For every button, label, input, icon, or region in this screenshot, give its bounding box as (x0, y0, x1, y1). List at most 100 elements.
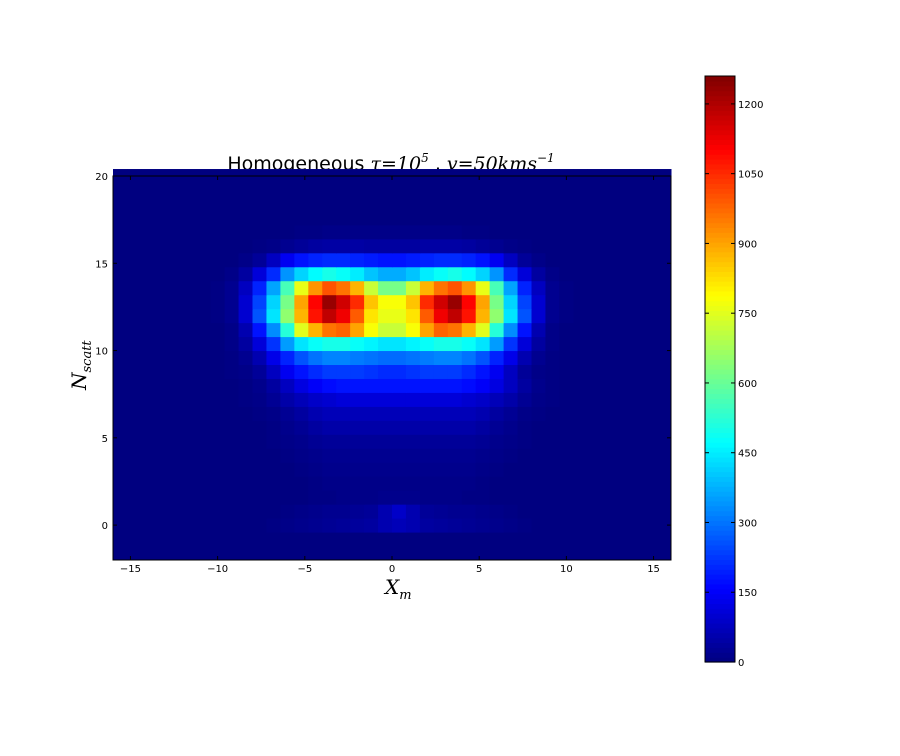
colorbar-segment (705, 334, 735, 341)
heatmap-cell (210, 252, 226, 268)
heatmap-cell (196, 196, 212, 212)
heatmap-cell (447, 224, 463, 240)
heatmap-cell (364, 378, 379, 393)
heatmap-cell (126, 518, 142, 533)
heatmap-cell (419, 308, 435, 324)
heatmap-cell (154, 336, 170, 352)
heatmap-cell (350, 196, 365, 212)
heatmap-cell (113, 392, 128, 407)
heatmap-cell (336, 420, 351, 435)
heatmap-cell (224, 322, 240, 338)
heatmap-cell (447, 210, 463, 226)
heatmap-cell (378, 448, 393, 463)
heatmap-cell (168, 364, 184, 379)
heatmap-cell (308, 308, 323, 324)
colorbar-segment (705, 608, 735, 614)
heatmap-cell (196, 350, 212, 366)
heatmap-cell (210, 224, 226, 240)
heatmap-cell (475, 378, 491, 393)
heatmap-cell (392, 224, 407, 240)
colorbar-segment (705, 188, 735, 194)
x-axis: −15 −10 −5 0 5 10 15 (120, 176, 660, 575)
heatmap-cell (280, 532, 295, 547)
heatmap-cell (503, 182, 519, 198)
heatmap-cell (657, 364, 672, 379)
heatmap-cell (392, 406, 407, 421)
heatmap-cell (364, 266, 379, 282)
colorbar-segment (705, 398, 735, 404)
heatmap-cell (210, 196, 226, 212)
heatmap-cell (350, 308, 365, 324)
heatmap-cell (182, 378, 198, 393)
heatmap-cell (322, 350, 337, 366)
heatmap-cell (601, 504, 616, 519)
colorbar-segment (705, 554, 735, 561)
heatmap-cell (475, 350, 491, 366)
heatmap-cell (252, 406, 267, 421)
heatmap-cell (433, 518, 449, 533)
heatmap-cell (182, 546, 198, 561)
heatmap-cell (475, 280, 491, 296)
heatmap-cell (113, 490, 128, 505)
heatmap-cell (419, 546, 435, 561)
heatmap-cell (126, 294, 142, 310)
heatmap-cell (238, 364, 253, 379)
heatmap-cell (280, 406, 295, 421)
colorbar-segment (705, 266, 735, 272)
heatmap-cell (238, 252, 253, 268)
heatmap-cell (545, 392, 560, 407)
heatmap-cell (475, 546, 491, 561)
heatmap-cell (378, 378, 393, 393)
heatmap-cell (531, 350, 546, 366)
heatmap-cell (615, 266, 630, 282)
heatmap-cell (140, 490, 156, 505)
heatmap-cell (336, 490, 351, 505)
heatmap-cell (126, 182, 142, 198)
heatmap-cell (447, 392, 463, 407)
heatmap-cell (140, 476, 156, 491)
heatmap-cell (517, 224, 532, 240)
heatmap-cell (447, 350, 463, 366)
heatmap-cell (294, 476, 309, 491)
heatmap-cell (168, 434, 184, 449)
heatmap-cell (503, 294, 519, 310)
heatmap-cell (364, 294, 379, 310)
heatmap-cell (405, 518, 421, 533)
heatmap-cell (461, 322, 477, 338)
heatmap-cell (559, 462, 574, 477)
y-axis-label: Nscatt (67, 340, 95, 391)
heatmap-cell (573, 476, 588, 491)
heatmap-cell (559, 252, 574, 268)
heatmap-cell (224, 238, 240, 254)
heatmap-cell (419, 392, 435, 407)
colorbar-segment (705, 569, 735, 575)
heatmap-cell (113, 518, 128, 533)
heatmap-cell (643, 504, 658, 519)
heatmap-cell (168, 266, 184, 282)
heatmap-cell (643, 532, 658, 547)
heatmap-cell (154, 238, 170, 254)
x-tick-label: −10 (207, 564, 228, 575)
heatmap-cell (629, 532, 644, 547)
colorbar-segment (705, 290, 735, 297)
heatmap-cell (559, 224, 574, 240)
heatmap-cell (210, 182, 226, 198)
heatmap-cell (489, 434, 505, 449)
heatmap-cell (238, 406, 253, 421)
heatmap-cell (182, 196, 198, 212)
heatmap-cell (559, 238, 574, 254)
heatmap-cell (308, 504, 323, 519)
heatmap-cell (266, 378, 281, 393)
heatmap-cell (433, 336, 449, 352)
colorbar-segment (705, 344, 735, 351)
heatmap-cell (601, 378, 616, 393)
colorbar-segment (705, 564, 735, 570)
heatmap-cell (587, 434, 602, 449)
heatmap-cell (266, 252, 281, 268)
heatmap-cell (517, 420, 532, 435)
heatmap-cell (308, 350, 323, 366)
heatmap-cell (545, 322, 560, 338)
colorbar-segment (705, 329, 735, 336)
heatmap-cell (657, 546, 672, 561)
heatmap-cell (126, 532, 142, 547)
